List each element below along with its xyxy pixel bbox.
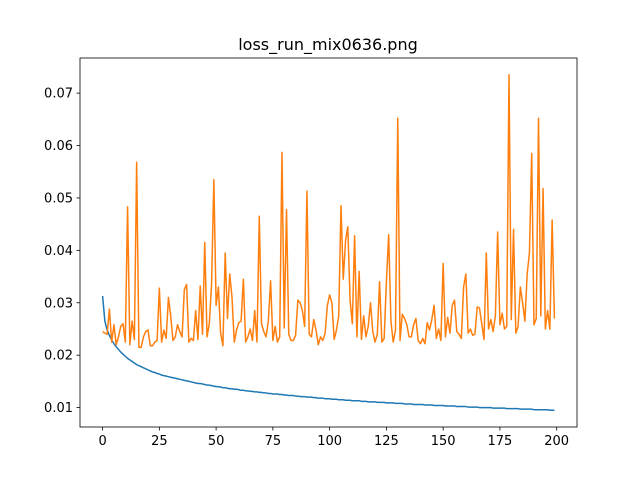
y-tick-label: 0.06 (44, 139, 73, 154)
x-tick-label: 150 (431, 434, 456, 449)
y-tick-label: 0.04 (44, 244, 73, 259)
axes-frame (79, 57, 578, 428)
line-series (101, 295, 555, 411)
x-tick-label: 125 (374, 434, 399, 449)
line-series (102, 74, 556, 349)
x-tick-label: 25 (151, 434, 168, 449)
x-tick-label: 50 (208, 434, 225, 449)
y-tick-label: 0.07 (44, 87, 73, 102)
y-tick-label: 0.02 (44, 349, 73, 364)
x-tick-label: 100 (317, 434, 342, 449)
y-tick-label: 0.05 (44, 191, 73, 206)
y-tick-label: 0.03 (44, 296, 73, 311)
x-tick-label: 175 (488, 434, 513, 449)
chart-title: loss_run_mix0636.png (238, 35, 418, 55)
y-tick-label: 0.01 (44, 401, 73, 416)
x-tick-label: 75 (265, 434, 282, 449)
x-tick-label: 200 (544, 434, 569, 449)
x-tick-label: 0 (98, 434, 106, 449)
